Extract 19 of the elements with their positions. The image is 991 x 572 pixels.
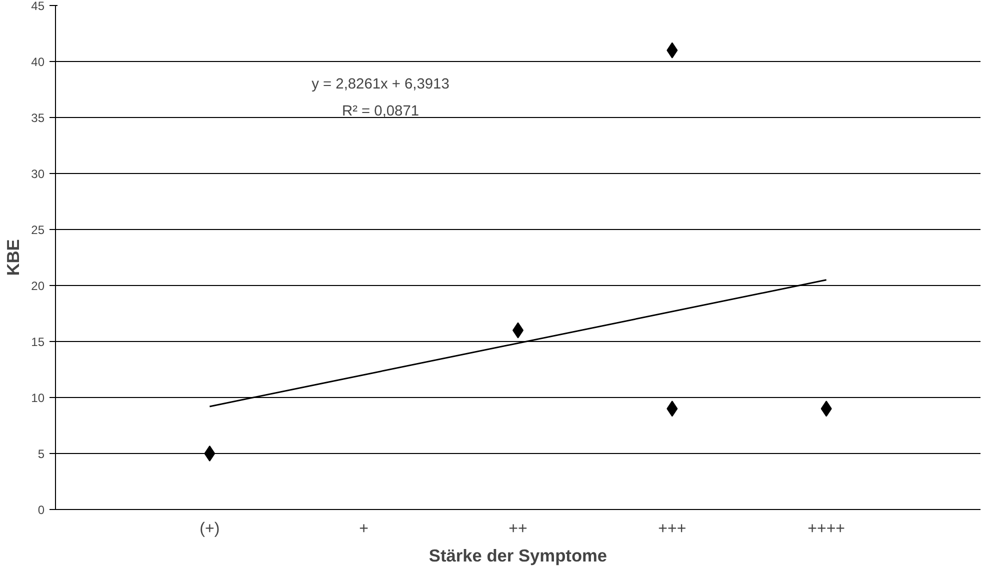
x-tick-label: ++++ — [808, 520, 846, 538]
y-tick-label: 30 — [31, 167, 45, 181]
y-tick-label: 45 — [31, 0, 45, 13]
x-tick-label: +++ — [658, 520, 686, 538]
annotation: R² = 0,0871 — [342, 104, 419, 120]
y-tick-label: 15 — [31, 335, 45, 349]
x-axis-title: Stärke der Symptome — [428, 546, 608, 566]
y-tick-label: 0 — [38, 503, 45, 517]
y-tick-label: 10 — [31, 391, 45, 405]
y-tick-label: 40 — [31, 55, 45, 69]
x-tick-label: + — [359, 520, 369, 538]
x-tick-label: (+) — [200, 520, 220, 538]
annotation: y = 2,8261x + 6,3913 — [312, 76, 450, 92]
y-tick-label: 25 — [31, 223, 45, 237]
y-axis-title: KBE — [3, 239, 24, 276]
y-tick-label: 5 — [38, 447, 45, 461]
y-tick-label: 20 — [31, 279, 45, 293]
y-tick-label: 35 — [31, 111, 45, 125]
x-tick-label: ++ — [508, 520, 528, 538]
